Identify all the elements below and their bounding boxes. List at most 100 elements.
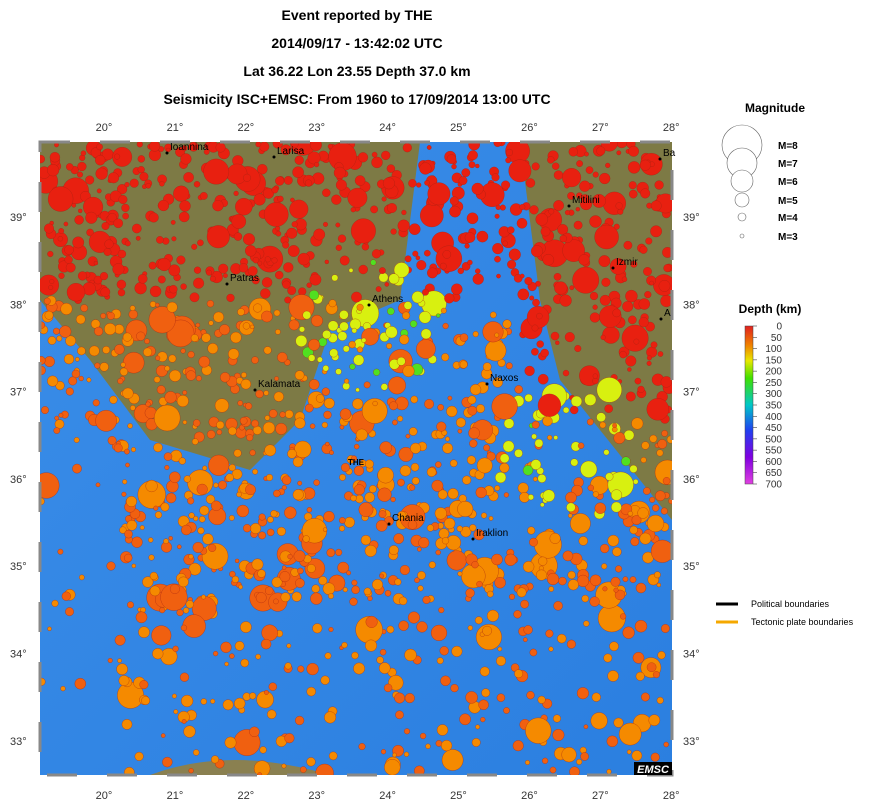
event-dot — [209, 275, 216, 282]
event-dot — [170, 220, 176, 225]
event-dot — [476, 580, 483, 588]
event-dot — [243, 173, 251, 182]
event-dot — [206, 300, 214, 308]
event-dot — [418, 537, 430, 549]
event-dot — [468, 161, 476, 169]
event-dot — [183, 725, 196, 738]
event-dot — [441, 353, 450, 362]
event-dot — [233, 449, 242, 458]
event-dot — [297, 567, 304, 575]
event-dot — [177, 544, 182, 550]
event-dot — [89, 345, 100, 357]
event-dot — [641, 692, 650, 702]
event-dot — [318, 576, 328, 586]
event-dot — [663, 264, 672, 273]
event-dot — [72, 236, 85, 249]
event-dot — [193, 277, 205, 289]
event-dot — [360, 535, 371, 546]
event-dot — [496, 693, 506, 702]
event-dot — [59, 325, 72, 338]
event-dot — [527, 526, 536, 535]
event-dot — [437, 404, 444, 411]
event-dot — [154, 404, 181, 432]
event-dot — [373, 368, 381, 376]
event-dot — [613, 432, 626, 444]
event-dot — [404, 728, 410, 735]
event-dot — [627, 367, 632, 372]
event-dot — [197, 239, 204, 247]
event-dot — [426, 145, 432, 150]
magnitude-label: M=6 — [778, 177, 798, 188]
event-dot — [457, 501, 474, 517]
event-dot — [562, 369, 570, 377]
event-dot — [591, 692, 601, 702]
event-dot — [193, 181, 201, 188]
event-dot — [75, 357, 80, 362]
event-dot — [403, 301, 413, 310]
event-dot — [623, 429, 635, 441]
event-dot — [514, 669, 523, 679]
magnitude-label: M=7 — [778, 159, 798, 170]
event-dot — [351, 291, 362, 303]
event-dot — [427, 182, 451, 206]
event-dot — [361, 337, 367, 343]
event-dot — [210, 698, 216, 704]
event-dot — [236, 504, 249, 518]
event-dot — [408, 223, 421, 235]
place-label: Patras — [230, 273, 259, 284]
event-dot — [365, 459, 374, 469]
event-dot — [548, 586, 554, 592]
event-dot — [63, 354, 75, 365]
event-dot — [95, 482, 101, 488]
event-dot — [328, 751, 338, 761]
map-frame — [38, 140, 674, 777]
event-dot — [151, 625, 172, 646]
event-dot — [233, 232, 243, 241]
event-dot — [207, 343, 219, 354]
event-dot — [458, 176, 468, 185]
place-dot — [485, 382, 489, 386]
event-dot — [631, 417, 644, 430]
event-dot — [58, 412, 64, 418]
event-dot — [579, 180, 591, 192]
event-dot — [153, 442, 163, 453]
event-dot — [660, 376, 672, 388]
event-dot — [294, 417, 306, 429]
event-dot — [155, 355, 161, 361]
event-dot — [441, 749, 464, 771]
event-dot — [399, 334, 410, 345]
event-dot — [263, 187, 274, 199]
event-dot — [51, 599, 59, 607]
event-dot — [461, 168, 471, 178]
lon-label: 26° — [521, 790, 538, 802]
event-dot — [387, 307, 395, 316]
event-dot — [467, 625, 473, 631]
event-dot — [322, 527, 328, 532]
event-dot — [282, 241, 290, 249]
event-dot — [63, 221, 69, 227]
event-dot — [154, 511, 163, 519]
event-dot — [375, 520, 388, 532]
event-dot — [306, 564, 316, 573]
event-dot — [326, 548, 336, 557]
event-dot — [93, 275, 103, 285]
event-dot — [114, 153, 121, 160]
event-dot — [652, 671, 660, 679]
event-dot — [239, 417, 248, 425]
event-dot — [306, 282, 312, 288]
event-dot — [196, 375, 202, 382]
event-dot — [290, 197, 295, 203]
event-dot — [193, 515, 199, 522]
event-dot — [125, 462, 130, 468]
event-dot — [237, 400, 243, 406]
event-dot — [493, 142, 502, 147]
event-dot — [226, 293, 235, 302]
event-dot — [649, 280, 654, 286]
event-dot — [621, 324, 649, 352]
event-dot — [592, 171, 599, 178]
event-dot — [329, 348, 339, 358]
event-dot — [149, 585, 161, 597]
magnitude-label: M=8 — [778, 141, 798, 152]
event-dot — [96, 188, 102, 194]
